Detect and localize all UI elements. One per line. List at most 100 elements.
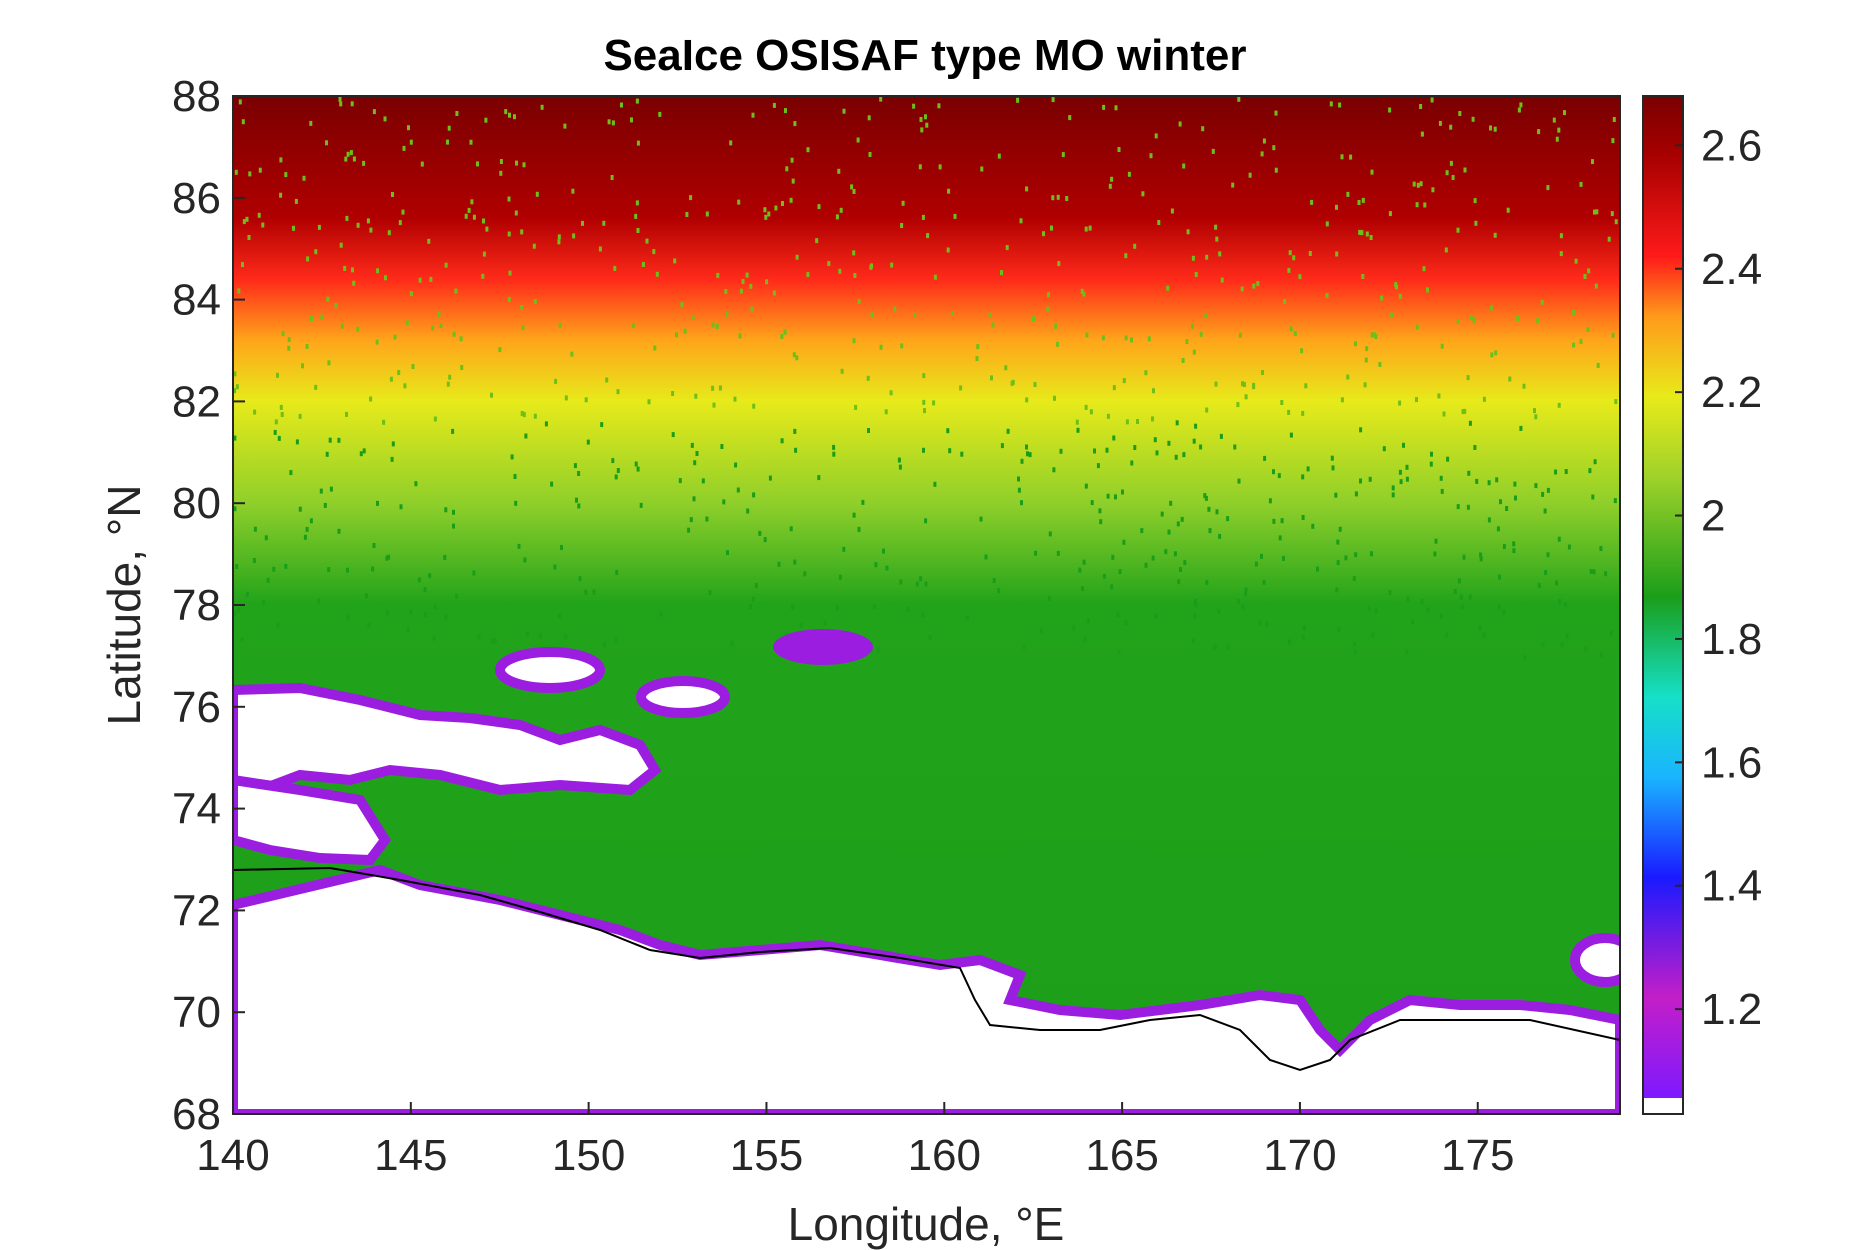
- ice-speckle: [790, 157, 794, 163]
- ice-speckle: [279, 192, 283, 198]
- ice-speckle: [1560, 642, 1564, 648]
- ice-speckle: [405, 320, 409, 326]
- ice-speckle: [876, 647, 880, 653]
- ice-speckle: [573, 463, 577, 469]
- ice-speckle: [1495, 477, 1499, 483]
- ice-speckle: [785, 166, 789, 172]
- ice-speckle: [1607, 236, 1611, 242]
- ice-speckle: [852, 250, 856, 256]
- ice-speckle: [1192, 438, 1196, 444]
- ice-speckle: [402, 145, 406, 151]
- y-tick-label: 84: [172, 276, 221, 325]
- ice-speckle: [733, 396, 737, 402]
- ice-speckle: [1086, 618, 1090, 624]
- x-axis-label: Longitude, °E: [788, 1198, 1065, 1250]
- ice-speckle: [953, 213, 957, 219]
- ice-speckle: [1302, 625, 1306, 631]
- ice-speckle: [1472, 317, 1476, 323]
- ice-speckle: [1090, 500, 1094, 506]
- ice-speckle: [1479, 556, 1483, 562]
- ice-speckle: [784, 108, 787, 114]
- ice-speckle: [276, 622, 280, 628]
- ice-speckle: [1016, 97, 1020, 103]
- ice-speckle: [900, 343, 904, 349]
- ice-speckle: [856, 137, 860, 143]
- ice-speckle: [309, 120, 313, 126]
- ice-speckle: [1398, 469, 1402, 475]
- ice-speckle: [577, 471, 581, 476]
- ice-speckle: [482, 218, 485, 224]
- ice-speckle: [752, 403, 756, 409]
- ice-speckle: [1124, 335, 1128, 341]
- ice-speckle: [499, 159, 503, 164]
- ice-speckle: [578, 576, 582, 582]
- colorbar-tick-label: 1.4: [1701, 862, 1762, 911]
- land-island-1: [495, 647, 605, 693]
- ice-speckle: [1565, 633, 1569, 639]
- ice-speckle: [852, 189, 856, 194]
- ice-speckle: [1141, 191, 1145, 197]
- ice-speckle: [1186, 229, 1190, 235]
- ice-speckle: [391, 192, 394, 197]
- ice-speckle: [1110, 176, 1114, 182]
- ice-speckle: [1419, 181, 1423, 187]
- ice-speckle: [1083, 636, 1087, 642]
- ice-speckle: [946, 428, 950, 434]
- ice-speckle: [507, 296, 511, 302]
- ice-speckle: [1205, 407, 1209, 413]
- ice-speckle: [683, 328, 687, 334]
- ice-speckle: [340, 323, 344, 329]
- ice-speckle: [992, 578, 996, 583]
- ice-speckle: [980, 166, 984, 172]
- ice-speckle: [933, 481, 937, 487]
- ice-speckle: [1610, 211, 1614, 217]
- ice-speckle: [738, 333, 742, 339]
- ice-speckle: [1082, 559, 1086, 565]
- ice-speckle: [777, 561, 781, 567]
- ice-speckle: [424, 612, 428, 618]
- ice-speckle: [409, 139, 413, 145]
- ice-speckle: [235, 564, 239, 569]
- ice-speckle: [1272, 518, 1276, 524]
- ice-speckle: [1445, 632, 1449, 638]
- ice-speckle: [1512, 548, 1516, 554]
- ice-speckle: [1204, 313, 1208, 319]
- ice-speckle: [645, 238, 649, 244]
- ice-speckle: [375, 339, 379, 345]
- ice-speckle: [1437, 393, 1441, 399]
- ice-speckle: [273, 429, 277, 435]
- ice-speckle: [1205, 579, 1209, 585]
- ice-speckle: [1368, 476, 1372, 482]
- ice-speckle: [272, 566, 276, 572]
- ice-speckle: [1236, 402, 1240, 408]
- ice-speckle: [730, 641, 734, 646]
- ice-speckle: [948, 448, 952, 454]
- ice-speckle: [857, 526, 861, 532]
- ice-speckle: [1111, 554, 1115, 560]
- ice-speckle: [1144, 370, 1148, 376]
- ice-speckle: [922, 399, 926, 405]
- ice-speckle: [306, 256, 310, 262]
- ice-speckle: [1088, 225, 1092, 231]
- ice-speckle: [372, 109, 376, 115]
- ice-speckle: [1277, 473, 1281, 479]
- ice-speckle: [836, 605, 839, 611]
- ice-speckle: [305, 344, 309, 349]
- ice-speckle: [1260, 553, 1263, 559]
- ice-speckle: [389, 376, 393, 382]
- ice-speckle: [631, 323, 635, 328]
- ice-speckle: [854, 404, 858, 410]
- ice-speckle: [879, 344, 883, 350]
- ice-speckle: [356, 222, 360, 228]
- ice-speckle: [1194, 423, 1198, 429]
- ice-speckle: [1108, 183, 1112, 189]
- ice-speckle: [750, 306, 754, 312]
- ice-speckle: [614, 474, 618, 480]
- ice-speckle: [1374, 608, 1378, 614]
- ice-speckle: [774, 205, 778, 211]
- ice-speckle: [476, 161, 479, 167]
- ice-speckle: [1399, 479, 1403, 485]
- ice-speckle: [1335, 204, 1338, 210]
- ice-speckle: [1203, 493, 1207, 499]
- ice-speckle: [1025, 397, 1029, 403]
